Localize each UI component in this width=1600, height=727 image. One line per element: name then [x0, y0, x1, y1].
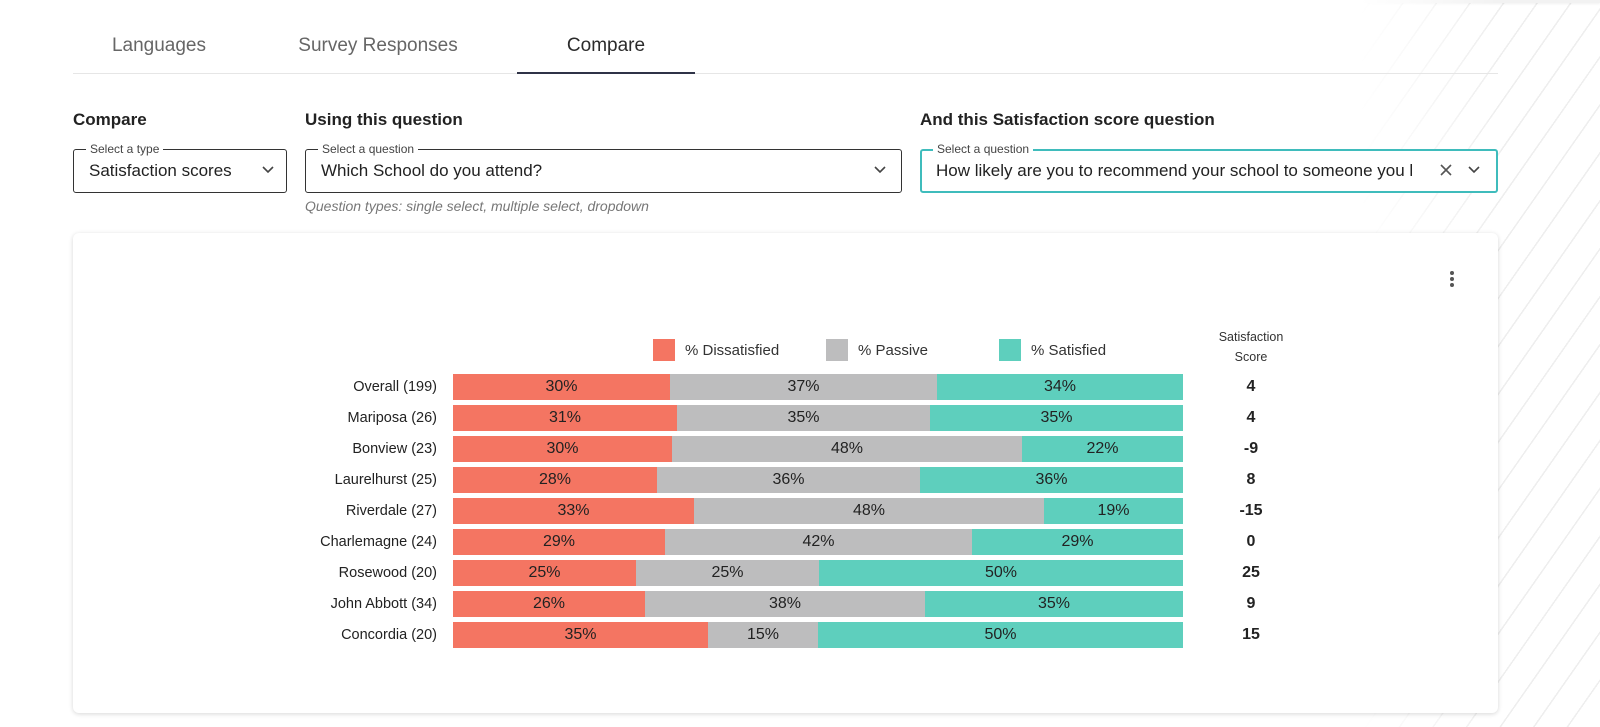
legend-passive: % Passive — [826, 339, 928, 361]
bar-segment-passive: 38% — [645, 591, 925, 617]
bar-row: 26% 38% 35% — [453, 591, 1183, 617]
compare-label: Compare — [73, 110, 147, 129]
tab-bar: Languages Survey Responses Compare — [73, 22, 1498, 74]
bar-row: 30% 48% 22% — [453, 436, 1183, 462]
chevron-down-icon[interactable] — [1464, 160, 1484, 180]
score-header-line-1: Satisfaction — [1218, 330, 1284, 344]
using-question-label: Using this question — [305, 110, 463, 129]
bar-segment-passive: 48% — [672, 436, 1022, 462]
row-label: Bonview (23) — [352, 441, 437, 457]
satisfaction-question-legend: Select a question — [933, 142, 1034, 156]
tab-survey-responses[interactable]: Survey Responses — [298, 35, 458, 56]
bar-segment-satisfied: 50% — [818, 622, 1183, 648]
row-label: Rosewood (20) — [338, 565, 437, 581]
bar-segment-passive: 15% — [708, 622, 818, 648]
bar-segment-dissatisfied: 30% — [453, 374, 670, 400]
row-label: Overall (199) — [353, 379, 437, 395]
bar-segment-dissatisfied: 31% — [453, 405, 677, 431]
bar-segment-passive: 42% — [665, 529, 972, 555]
bar-row: 28% 36% 36% — [453, 467, 1183, 493]
bar-row: 31% 35% 35% — [453, 405, 1183, 431]
bar-row: 30% 37% 34% — [453, 374, 1183, 400]
bar-segment-dissatisfied: 29% — [453, 529, 665, 555]
legend-satisfied: % Satisfied — [999, 339, 1106, 361]
bar-segment-satisfied: 34% — [937, 374, 1183, 400]
legend-swatch-passive — [826, 339, 848, 361]
chart-card: % Dissatisfied % Passive % Satisfied Sat… — [73, 233, 1498, 713]
bar-segment-satisfied: 19% — [1044, 498, 1183, 524]
question-types-hint: Question types: single select, multiple … — [305, 198, 649, 214]
legend-dissatisfied: % Dissatisfied — [653, 339, 779, 361]
legend-label-dissatisfied: % Dissatisfied — [685, 341, 780, 359]
bar-segment-dissatisfied: 28% — [453, 467, 657, 493]
bar-segment-dissatisfied: 30% — [453, 436, 672, 462]
satisfaction-score-value: 4 — [1246, 378, 1256, 395]
legend-swatch-dissatisfied — [653, 339, 675, 361]
more-vertical-icon[interactable] — [1447, 270, 1457, 292]
bar-segment-dissatisfied: 33% — [453, 498, 694, 524]
satisfaction-question-label: And this Satisfaction score question — [920, 110, 1215, 129]
bar-segment-passive: 48% — [694, 498, 1044, 524]
row-label: Charlemagne (24) — [320, 534, 437, 550]
row-label: Riverdale (27) — [345, 503, 437, 519]
bar-segment-satisfied: 29% — [972, 529, 1183, 555]
bar-row: 33% 48% 19% — [453, 498, 1183, 524]
bar-segment-passive: 35% — [677, 405, 930, 431]
bar-row: 25% 25% 50% — [453, 560, 1183, 586]
bar-segment-satisfied: 50% — [819, 560, 1183, 586]
bar-segment-passive: 25% — [636, 560, 819, 586]
chevron-down-icon[interactable] — [870, 160, 890, 180]
bar-segment-dissatisfied: 25% — [453, 560, 636, 586]
satisfaction-score-value: 4 — [1246, 409, 1256, 426]
satisfaction-score-value: -15 — [1239, 502, 1263, 519]
satisfaction-question-select[interactable]: Select a question How likely are you to … — [920, 142, 1498, 193]
bar-segment-passive: 37% — [670, 374, 937, 400]
bar-segment-dissatisfied: 35% — [453, 622, 708, 648]
satisfaction-score-value: -9 — [1243, 440, 1259, 457]
using-question-value: Which School do you attend? — [321, 161, 543, 180]
type-select[interactable]: Select a type Satisfaction scores — [73, 142, 287, 193]
type-select-value: Satisfaction scores — [89, 161, 232, 180]
score-header: Satisfaction Score — [1201, 327, 1301, 367]
satisfaction-score-value: 15 — [1242, 626, 1260, 643]
row-label: John Abbott (34) — [330, 596, 437, 612]
satisfaction-score-value: 25 — [1242, 564, 1260, 581]
bar-segment-satisfied: 36% — [920, 467, 1183, 493]
tab-compare[interactable]: Compare — [517, 22, 695, 74]
satisfaction-score-value: 8 — [1246, 471, 1256, 488]
legend-swatch-satisfied — [999, 339, 1021, 361]
score-header-line-2: Score — [1234, 350, 1268, 364]
type-select-legend: Select a type — [86, 142, 164, 156]
chevron-down-icon[interactable] — [258, 160, 278, 180]
satisfaction-score-value: 9 — [1246, 595, 1256, 612]
bar-segment-satisfied: 35% — [925, 591, 1183, 617]
legend-label-satisfied: % Satisfied — [1031, 341, 1107, 359]
using-question-select[interactable]: Select a question Which School do you at… — [305, 142, 902, 193]
row-label: Mariposa (26) — [347, 410, 437, 426]
row-label: Concordia (20) — [341, 627, 437, 643]
tab-languages[interactable]: Languages — [111, 35, 207, 56]
legend-label-passive: % Passive — [858, 341, 929, 359]
satisfaction-score-value: 0 — [1246, 533, 1256, 550]
bar-row: 35% 15% 50% — [453, 622, 1183, 648]
close-icon[interactable] — [1436, 160, 1456, 180]
bar-row: 29% 42% 29% — [453, 529, 1183, 555]
row-label: Laurelhurst (25) — [334, 472, 437, 488]
bar-segment-satisfied: 22% — [1022, 436, 1183, 462]
bar-segment-dissatisfied: 26% — [453, 591, 645, 617]
bar-segment-satisfied: 35% — [930, 405, 1183, 431]
satisfaction-question-value: How likely are you to recommend your sch… — [936, 161, 1414, 180]
using-question-legend: Select a question — [318, 142, 419, 156]
bar-segment-passive: 36% — [657, 467, 920, 493]
